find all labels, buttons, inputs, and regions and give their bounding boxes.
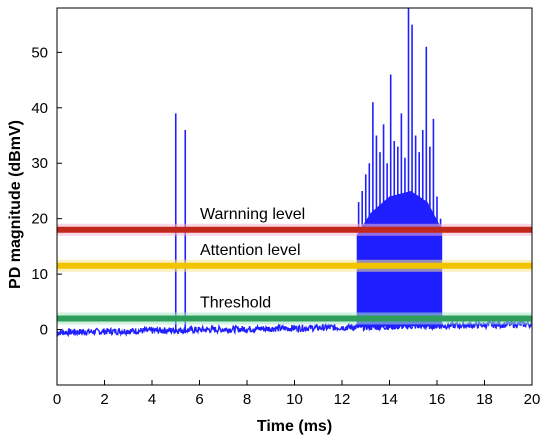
x-axis-ticks: 0 2 4 6 8 10 12 14 16 18 20 bbox=[53, 380, 541, 408]
y-tick-label-5: 50 bbox=[31, 44, 48, 61]
y-axis-title: PD magnitude (dBmV) bbox=[7, 120, 24, 289]
level-lines: Warnning level Attention level Threshold bbox=[57, 206, 532, 325]
x-tick-label-0: 0 bbox=[53, 391, 61, 408]
y-tick-label-3: 30 bbox=[31, 155, 48, 172]
x-tick-label-5: 10 bbox=[286, 391, 303, 408]
x-tick-label-9: 18 bbox=[476, 391, 493, 408]
level-label-2: Threshold bbox=[200, 294, 271, 311]
x-tick-label-7: 14 bbox=[381, 391, 398, 408]
x-axis-title: Time (ms) bbox=[257, 418, 332, 435]
pd-signal-series bbox=[56, 8, 533, 338]
y-tick-label-0: 0 bbox=[40, 322, 48, 339]
level-label-1: Attention level bbox=[200, 242, 301, 259]
x-tick-label-1: 2 bbox=[100, 391, 108, 408]
x-tick-label-10: 20 bbox=[524, 391, 541, 408]
x-tick-label-6: 12 bbox=[334, 391, 351, 408]
level-label-0: Warnning level bbox=[200, 206, 305, 223]
y-axis-ticks: 0 10 20 30 40 50 bbox=[31, 44, 62, 339]
x-tick-label-3: 6 bbox=[195, 391, 203, 408]
x-tick-label-2: 4 bbox=[148, 391, 156, 408]
y-tick-label-4: 40 bbox=[31, 100, 48, 117]
x-tick-label-8: 16 bbox=[429, 391, 446, 408]
y-tick-label-2: 20 bbox=[31, 211, 48, 228]
y-tick-label-1: 10 bbox=[31, 266, 48, 283]
x-tick-label-4: 8 bbox=[243, 391, 251, 408]
